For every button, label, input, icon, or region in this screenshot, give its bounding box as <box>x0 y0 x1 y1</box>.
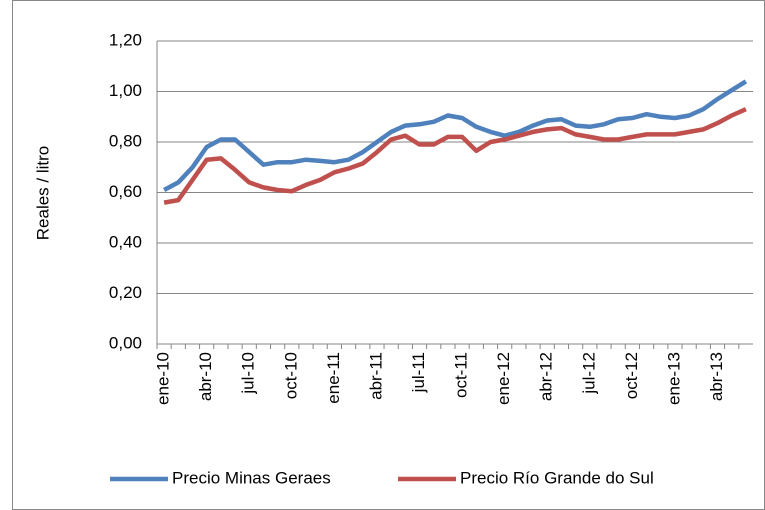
x-tick-label: abr-10 <box>196 352 215 401</box>
x-tick-label: abr-12 <box>537 352 556 401</box>
x-tick-label: oct-12 <box>622 352 641 399</box>
legend-label: Precio Río Grande do Sul <box>460 468 654 487</box>
y-tick-label: 0,80 <box>109 131 142 150</box>
y-tick-label: 0,40 <box>109 232 142 251</box>
x-tick-label: ene-13 <box>664 352 683 405</box>
x-tick-label: ene-12 <box>494 352 513 405</box>
x-tick-label: jul-11 <box>409 352 428 393</box>
y-tick-label: 0,20 <box>109 283 142 302</box>
x-tick-label: ene-10 <box>154 352 173 405</box>
x-tick-label: abr-11 <box>366 352 385 400</box>
y-tick-label: 0,00 <box>109 333 142 352</box>
y-tick-label: 1,00 <box>109 81 142 100</box>
x-tick-label: oct-10 <box>281 352 300 399</box>
x-tick-label: jul-10 <box>239 352 258 395</box>
x-tick-label: jul-12 <box>579 352 598 395</box>
y-tick-label: 1,20 <box>109 30 142 49</box>
x-tick-label: abr-13 <box>707 352 726 401</box>
chart-border <box>12 0 765 510</box>
y-axis-label: Reales / litro <box>33 146 52 240</box>
x-tick-label: oct-11 <box>452 352 471 398</box>
y-tick-label: 0,60 <box>109 182 142 201</box>
legend-label: Precio Minas Geraes <box>172 468 331 487</box>
x-tick-label: ene-11 <box>324 352 343 404</box>
line-series <box>163 79 748 192</box>
line-series <box>163 107 747 205</box>
